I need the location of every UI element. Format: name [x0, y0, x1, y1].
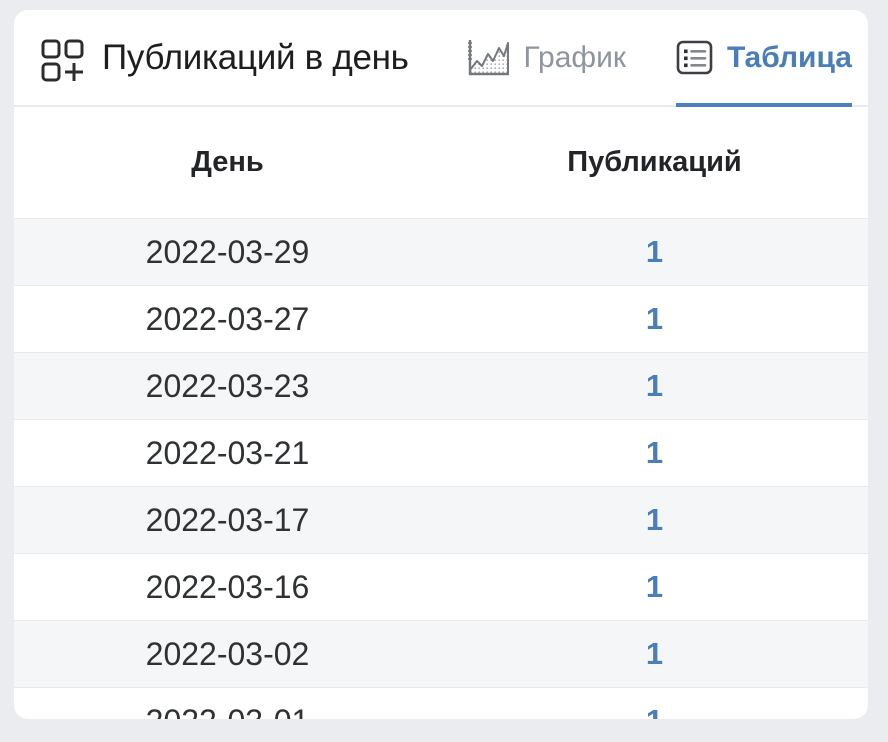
table-body: 2022-03-29 1 2022-03-27 1 2022-03-23 1 2…: [14, 219, 868, 719]
publications-count[interactable]: 1: [645, 301, 664, 336]
tab-chart[interactable]: График: [466, 10, 626, 105]
table-row: 2022-03-23 1: [14, 353, 868, 420]
date-cell: 2022-03-21: [145, 434, 310, 471]
publications-count[interactable]: 1: [441, 703, 868, 719]
table-row: 2022-03-21 1: [14, 420, 868, 487]
table-row: 2022-03-16 1: [14, 554, 868, 621]
date-cell: 2022-03-02: [145, 635, 310, 672]
tab-table[interactable]: Таблица: [675, 10, 853, 107]
table-row: 2022-03-02 1: [14, 621, 868, 688]
column-header-day: День: [191, 146, 264, 178]
date-cell: 2022-03-17: [145, 501, 310, 538]
table-row: 2022-03-17 1: [14, 487, 868, 554]
table-row: 2022-03-29 1: [14, 219, 868, 286]
list-icon: [676, 40, 714, 76]
column-header-publications: Публикаций: [567, 146, 742, 178]
widgets-plus-icon: [40, 38, 86, 82]
publications-count[interactable]: 1: [645, 502, 664, 537]
date-cell: 2022-03-29: [145, 233, 310, 270]
stats-widget-card: Публикаций в день График: [14, 10, 868, 719]
table-row: 2022-03-27 1: [14, 286, 868, 353]
publications-count[interactable]: 1: [645, 234, 664, 269]
tab-chart-label: График: [523, 40, 626, 74]
table-header-row: День Публикаций: [14, 107, 868, 219]
date-cell: 2022-03-23: [145, 367, 310, 404]
date-cell: 2022-03-27: [145, 300, 310, 337]
view-tabs: График Таблица: [466, 10, 853, 107]
tab-table-label: Таблица: [726, 40, 852, 74]
table-row: 2022-03-01 1: [14, 688, 868, 720]
widget-title: Публикаций в день: [102, 37, 409, 77]
publications-count[interactable]: 1: [645, 368, 664, 403]
widget-header: Публикаций в день График: [14, 10, 868, 107]
publications-count[interactable]: 1: [645, 435, 664, 470]
area-chart-icon: [466, 39, 510, 77]
date-cell: 2022-03-01: [14, 703, 441, 720]
publications-count[interactable]: 1: [645, 636, 664, 671]
date-cell: 2022-03-16: [145, 568, 310, 605]
publications-count[interactable]: 1: [645, 569, 664, 604]
